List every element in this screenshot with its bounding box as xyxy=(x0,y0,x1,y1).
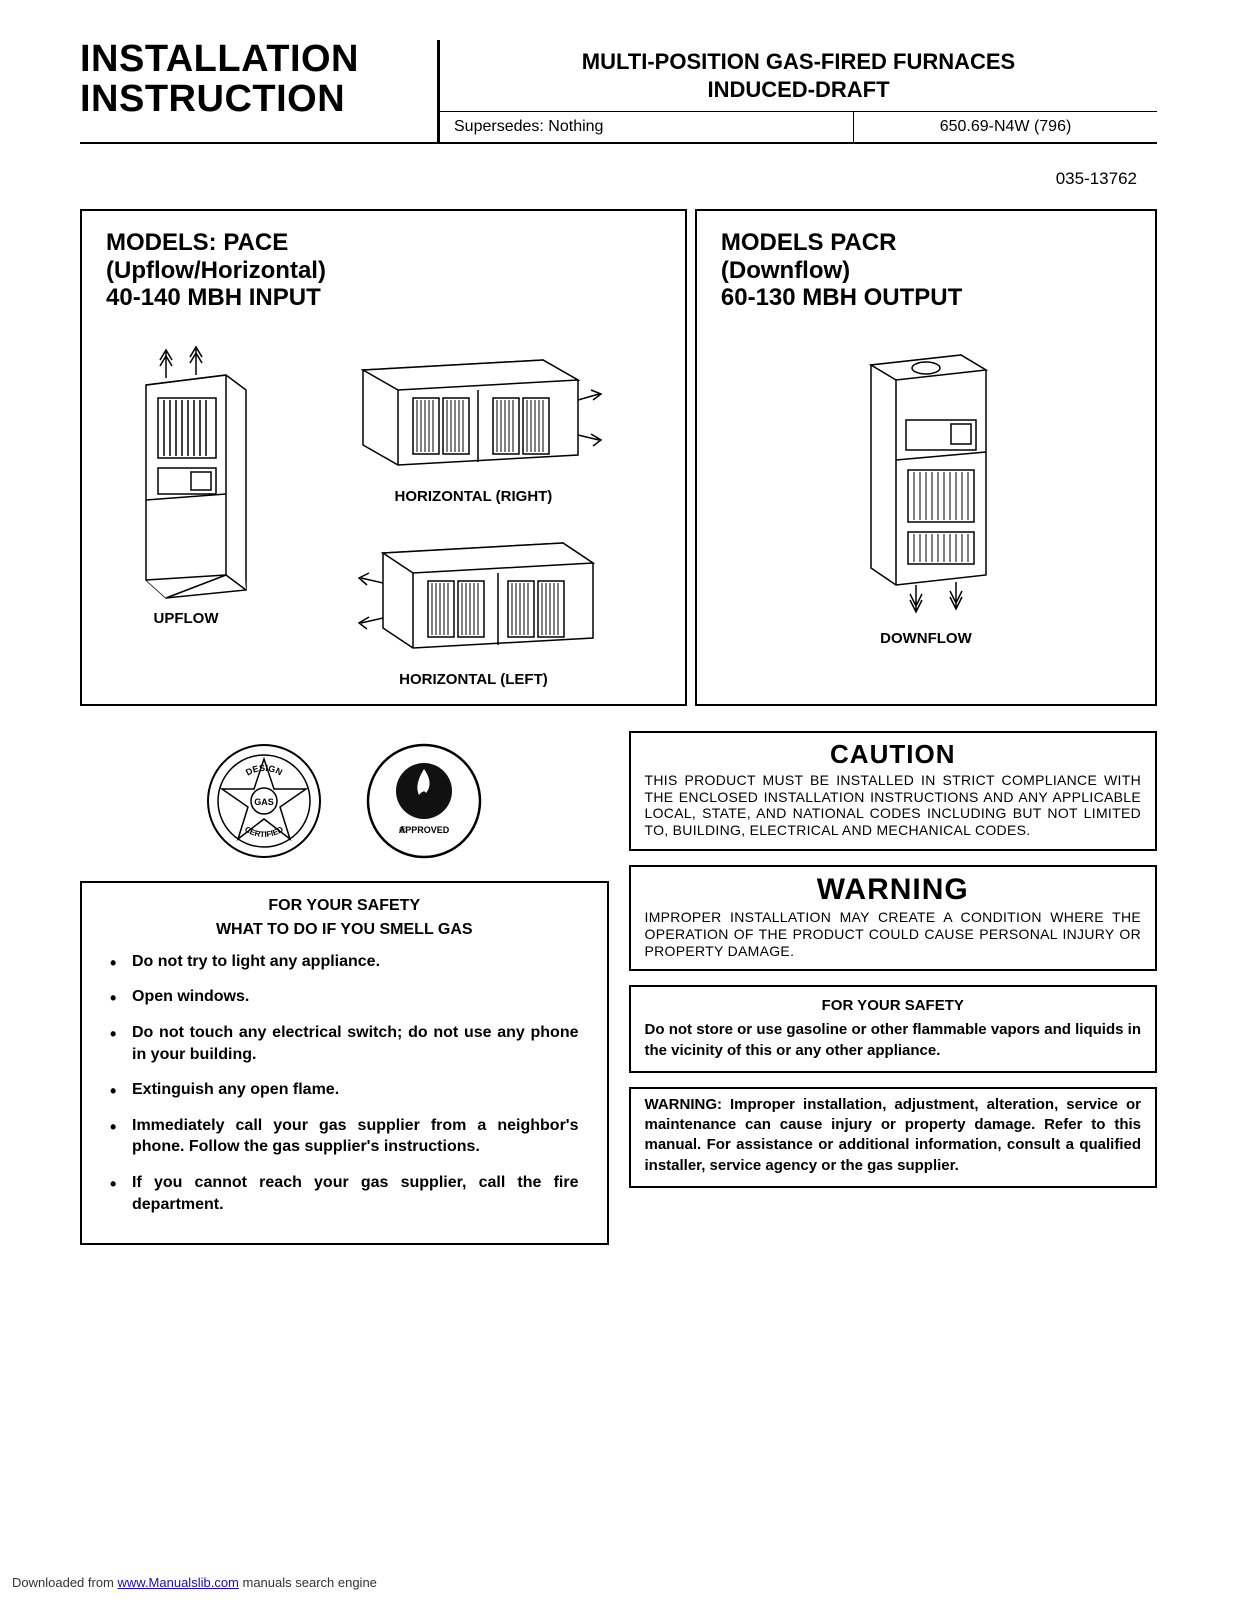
panel-pace: MODELS: PACE (Upflow/Horizontal) 40-140 … xyxy=(80,209,687,706)
pacr-l2: (Downflow) xyxy=(721,257,1131,285)
bottom-row: GAS DESIGN CERTIFIED APPROVED ® FOR YOUR… xyxy=(80,731,1157,1245)
footer-link[interactable]: www.Manualslib.com xyxy=(118,1575,239,1590)
pace-l1: MODELS: PACE xyxy=(106,229,661,257)
product-title: MULTI-POSITION GAS-FIRED FURNACES INDUCE… xyxy=(440,40,1157,111)
cert-badges: GAS DESIGN CERTIFIED APPROVED ® xyxy=(80,741,609,861)
footer-suffix: manuals search engine xyxy=(239,1575,377,1590)
footer-prefix: Downloaded from xyxy=(12,1575,118,1590)
safety-box: FOR YOUR SAFETY WHAT TO DO IF YOU SMELL … xyxy=(80,881,609,1245)
aga-badge-icon: GAS DESIGN CERTIFIED xyxy=(204,741,324,861)
warning-title: WARNING xyxy=(645,873,1142,907)
title-line-1: INSTALLATION xyxy=(80,38,359,80)
warning-box: WARNING IMPROPER INSTALLATION MAY CREATE… xyxy=(629,865,1158,971)
safety2-body: Do not store or use gasoline or other fl… xyxy=(645,1020,1142,1061)
title-line-2: INSTRUCTION xyxy=(80,78,345,120)
caution-body: THIS PRODUCT MUST BE INSTALLED IN STRICT… xyxy=(645,772,1142,839)
pace-heading: MODELS: PACE (Upflow/Horizontal) 40-140 … xyxy=(106,229,661,312)
svg-text:®: ® xyxy=(400,825,408,836)
panel-pacr: MODELS PACR (Downflow) 60-130 MBH OUTPUT xyxy=(695,209,1157,706)
downflow-label: DOWNFLOW xyxy=(880,630,972,647)
footer: Downloaded from www.Manualslib.com manua… xyxy=(12,1575,377,1590)
pacr-heading: MODELS PACR (Downflow) 60-130 MBH OUTPUT xyxy=(721,229,1131,312)
downflow-furnace-icon xyxy=(846,340,1006,620)
document-header: INSTALLATION INSTRUCTION MULTI-POSITION … xyxy=(80,40,1157,144)
supersedes-value: Nothing xyxy=(548,118,603,135)
models-row: MODELS: PACE (Upflow/Horizontal) 40-140 … xyxy=(80,209,1157,706)
caution-box: CAUTION THIS PRODUCT MUST BE INSTALLED I… xyxy=(629,731,1158,851)
pace-l2: (Upflow/Horizontal) xyxy=(106,257,661,285)
main-title: INSTALLATION INSTRUCTION xyxy=(80,40,440,142)
warning2-box: WARNING: Improper installation, adjustme… xyxy=(629,1087,1158,1188)
doc-number: 035-13762 xyxy=(80,169,1137,189)
safety-item: Immediately call your gas supplier from … xyxy=(110,1115,579,1158)
safety-item: Extinguish any open flame. xyxy=(110,1079,579,1101)
pacr-l3: 60-130 MBH OUTPUT xyxy=(721,284,1131,312)
warning-body: IMPROPER INSTALLATION MAY CREATE A CONDI… xyxy=(645,909,1142,959)
horiz-left-label: HORIZONTAL (LEFT) xyxy=(399,671,548,688)
safety-item: Open windows. xyxy=(110,986,579,1008)
safety-head: FOR YOUR SAFETY xyxy=(102,897,587,915)
supersedes-cell: Supersedes: Nothing xyxy=(440,112,854,142)
safety-list: Do not try to light any appliance. Open … xyxy=(102,951,587,1215)
supersedes-label: Supersedes: xyxy=(454,118,544,135)
horiz-right-label: HORIZONTAL (RIGHT) xyxy=(395,488,553,505)
product-line-1: MULTI-POSITION GAS-FIRED FURNACES xyxy=(440,48,1157,76)
safety2-box: FOR YOUR SAFETY Do not store or use gaso… xyxy=(629,985,1158,1073)
upflow-furnace-icon xyxy=(116,340,256,600)
cga-badge-icon: APPROVED ® xyxy=(364,741,484,861)
horizontal-right-icon xyxy=(343,340,603,470)
safety-item: Do not touch any electrical switch; do n… xyxy=(110,1022,579,1065)
doc-code: 650.69-N4W (796) xyxy=(854,112,1157,142)
product-line-2: INDUCED-DRAFT xyxy=(440,76,1157,104)
pace-l3: 40-140 MBH INPUT xyxy=(106,284,661,312)
safety-item: Do not try to light any appliance. xyxy=(110,951,579,973)
warning2-body: WARNING: Improper installation, adjustme… xyxy=(645,1095,1142,1176)
upflow-label: UPFLOW xyxy=(154,610,219,627)
pacr-l1: MODELS PACR xyxy=(721,229,1131,257)
caution-title: CAUTION xyxy=(645,739,1142,770)
safety2-head: FOR YOUR SAFETY xyxy=(645,997,1142,1014)
safety-sub: WHAT TO DO IF YOU SMELL GAS xyxy=(102,921,587,939)
svg-text:GAS: GAS xyxy=(254,797,274,807)
horizontal-left-icon xyxy=(343,523,603,653)
safety-item: If you cannot reach your gas supplier, c… xyxy=(110,1172,579,1215)
